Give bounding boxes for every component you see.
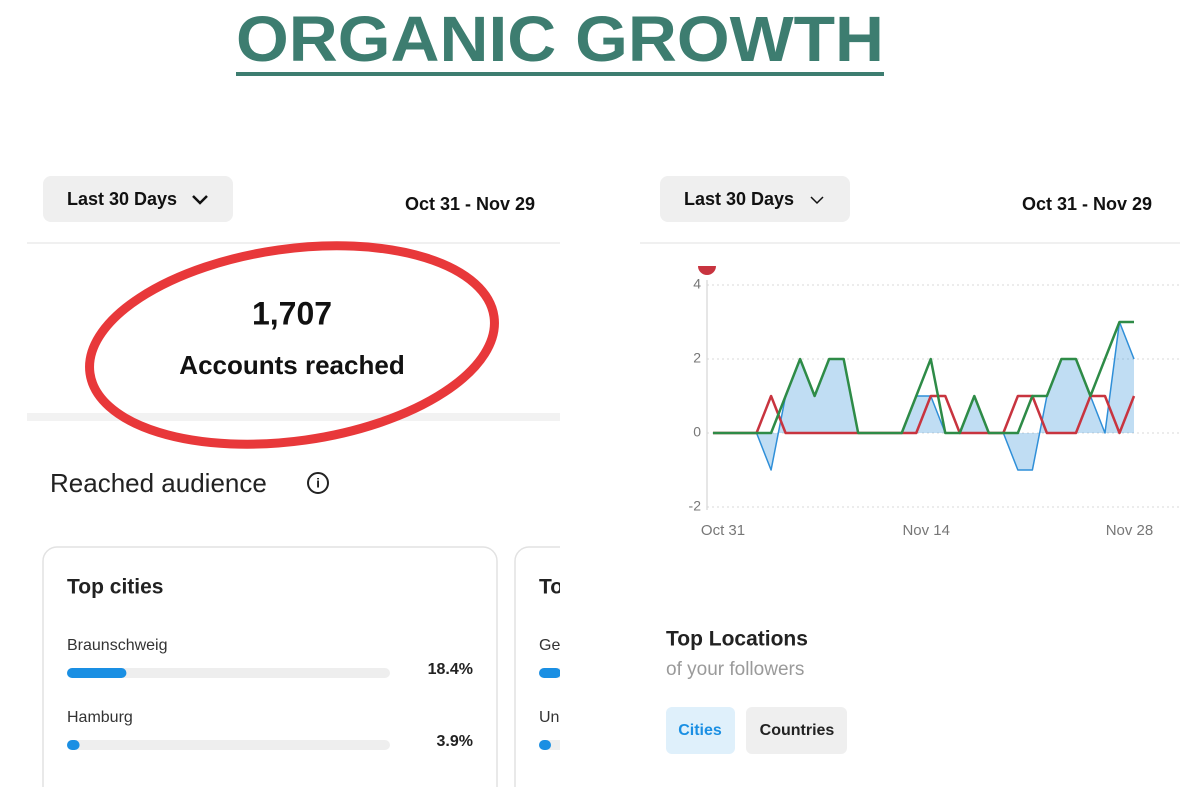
row-name: Hamburg — [67, 709, 133, 726]
chevron — [810, 196, 824, 205]
chart-marker — [698, 266, 716, 275]
card — [42, 546, 498, 787]
y-tick-label: 4 — [693, 276, 701, 292]
locations-subtitle: of your followers — [666, 659, 804, 680]
section-title: Reached audience — [50, 468, 267, 498]
info-icon-glyph: i — [316, 475, 320, 490]
line — [713, 394, 1136, 435]
row-name: Braunschweig — [67, 637, 168, 654]
bar-stub — [539, 668, 560, 678]
bar-stub — [539, 740, 551, 750]
right-panel: Last 30 Days Oct 31 - Nov 29 -2 0 2 4 Oct 31… — [640, 176, 1180, 754]
bar-track — [67, 740, 390, 750]
bar — [67, 668, 127, 678]
tab[interactable] — [746, 707, 847, 754]
row-value: 3.9% — [437, 733, 473, 750]
highlight-circle — [85, 241, 499, 449]
date-range: Oct 31 - Nov 29 — [1022, 194, 1152, 214]
section-divider — [27, 413, 560, 421]
y-tick-label: -2 — [689, 498, 702, 514]
line — [713, 320, 1134, 435]
y-tick-label: 2 — [693, 350, 701, 366]
page-title: ORGANIC GROWTH — [236, 3, 884, 75]
tab-active[interactable] — [666, 707, 735, 754]
cards: Top cities Braunschweig 18.4% Hamburg 3.9% To… — [67, 576, 563, 750]
range-label: Last 30 Days — [684, 189, 794, 209]
bar — [67, 740, 80, 750]
date-range: Oct 31 - Nov 29 — [405, 194, 535, 214]
chevron — [192, 195, 208, 205]
row-name: Un — [539, 709, 559, 726]
info-icon[interactable] — [307, 472, 329, 494]
tab-label: Countries — [760, 722, 835, 739]
chart: -2 0 2 4 Oct 31 Nov 14 Nov 28 — [689, 276, 1180, 539]
range-button[interactable] — [660, 176, 850, 222]
reach-value: 1,707 — [252, 295, 332, 331]
card-title: To — [539, 576, 563, 599]
card-title: Top cities — [67, 576, 163, 599]
row-name: Ge — [539, 637, 560, 654]
card — [514, 546, 560, 787]
locations-title: Top Locations — [666, 628, 808, 651]
row-value: 18.4% — [428, 661, 473, 678]
left-panel: Last 30 Days Oct 31 - Nov 29 1,707 Accou… — [27, 176, 563, 787]
y-tick-label: 0 — [693, 424, 701, 440]
range-button[interactable] — [43, 176, 233, 222]
reach-label: Accounts reached — [179, 350, 404, 380]
range-label: Last 30 Days — [67, 189, 177, 209]
tab-label: Cities — [678, 722, 722, 739]
x-tick-label: Nov 14 — [902, 522, 950, 539]
x-tick-label: Oct 31 — [701, 522, 745, 539]
x-tick-label: Nov 28 — [1106, 522, 1154, 539]
bar-track — [67, 668, 390, 678]
